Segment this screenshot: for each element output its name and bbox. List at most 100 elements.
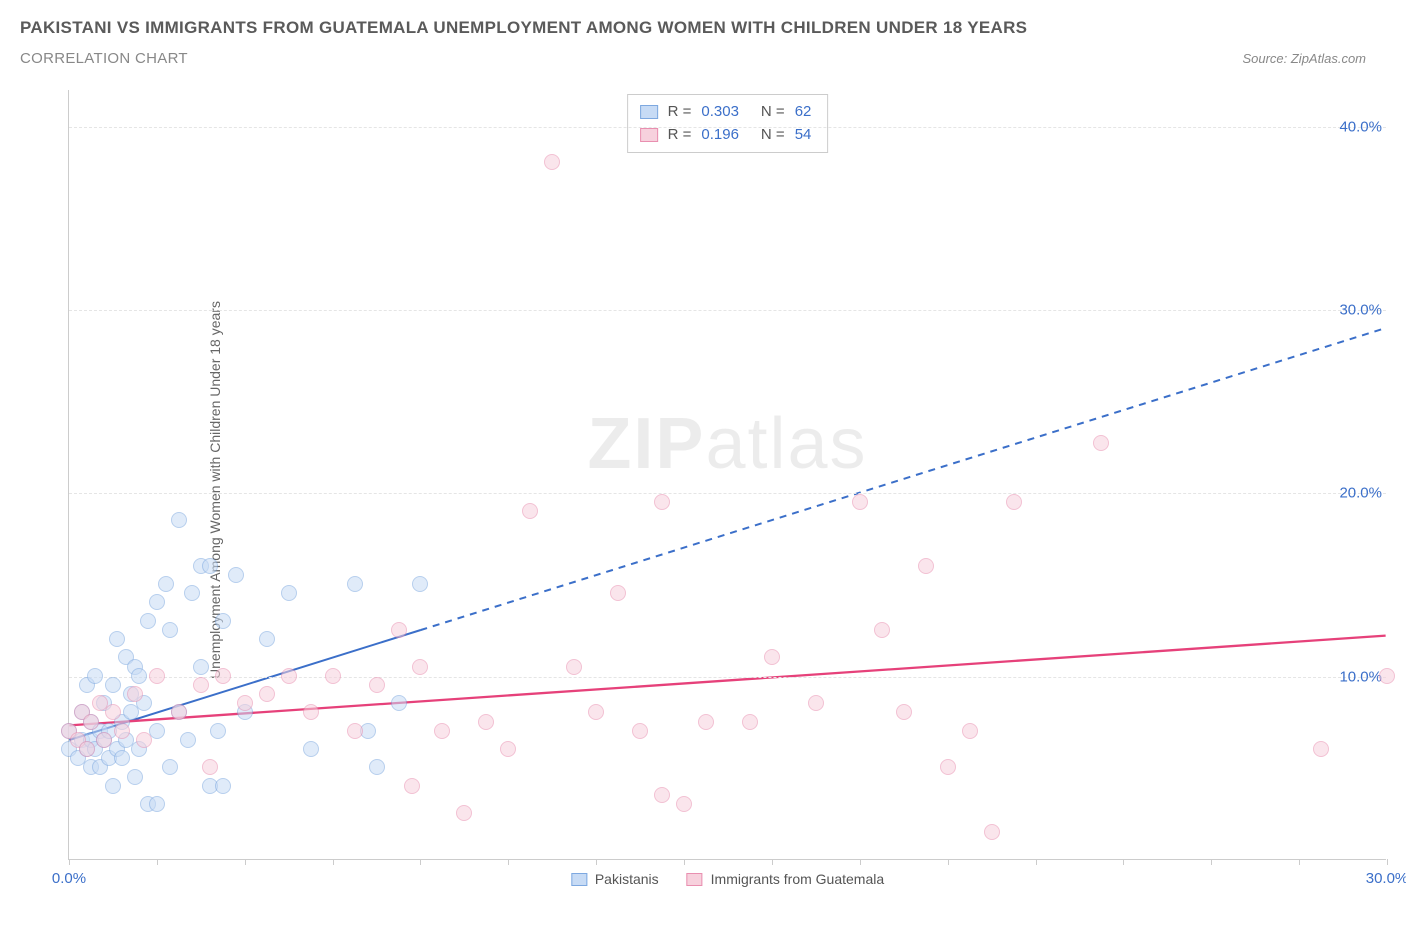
- data-point: [1379, 668, 1395, 684]
- x-tick: [1211, 859, 1212, 865]
- data-point: [83, 714, 99, 730]
- legend-label: Pakistanis: [595, 871, 659, 887]
- legend-swatch: [571, 873, 587, 886]
- data-point: [215, 668, 231, 684]
- data-point: [654, 494, 670, 510]
- data-point: [149, 594, 165, 610]
- stat-r-label: R =: [668, 101, 692, 124]
- legend-item: Immigrants from Guatemala: [687, 871, 885, 887]
- data-point: [96, 732, 112, 748]
- data-point: [202, 558, 218, 574]
- data-point: [210, 723, 226, 739]
- x-tick: [1299, 859, 1300, 865]
- stat-n-label: N =: [761, 101, 785, 124]
- x-tick: [508, 859, 509, 865]
- data-point: [114, 750, 130, 766]
- data-point: [136, 732, 152, 748]
- x-tick: [948, 859, 949, 865]
- trend-lines: [69, 90, 1386, 859]
- data-point: [404, 778, 420, 794]
- x-tick: [157, 859, 158, 865]
- data-point: [171, 704, 187, 720]
- data-point: [162, 759, 178, 775]
- data-point: [434, 723, 450, 739]
- legend-item: Pakistanis: [571, 871, 659, 887]
- data-point: [478, 714, 494, 730]
- data-point: [131, 668, 147, 684]
- data-point: [391, 622, 407, 638]
- data-point: [127, 686, 143, 702]
- data-point: [698, 714, 714, 730]
- data-point: [391, 695, 407, 711]
- scatter-plot: ZIPatlas R =0.303N =62R =0.196N =54 Paki…: [68, 90, 1386, 860]
- x-tick: [1036, 859, 1037, 865]
- x-tick-label: 0.0%: [52, 870, 86, 887]
- data-point: [149, 723, 165, 739]
- data-point: [544, 154, 560, 170]
- legend-label: Immigrants from Guatemala: [711, 871, 885, 887]
- x-tick: [684, 859, 685, 865]
- gridline: [69, 677, 1386, 678]
- trend-line-dashed: [420, 328, 1385, 630]
- data-point: [149, 668, 165, 684]
- data-point: [109, 631, 125, 647]
- data-point: [105, 677, 121, 693]
- y-tick-label: 20.0%: [1339, 485, 1382, 502]
- gridline: [69, 127, 1386, 128]
- watermark: ZIPatlas: [587, 403, 867, 485]
- data-point: [127, 769, 143, 785]
- series-legend: Pakistanis Immigrants from Guatemala: [571, 871, 884, 887]
- gridline: [69, 310, 1386, 311]
- y-tick-label: 30.0%: [1339, 302, 1382, 319]
- data-point: [105, 778, 121, 794]
- data-point: [654, 787, 670, 803]
- stat-r-value: 0.303: [701, 101, 739, 124]
- source-label: Source: ZipAtlas.com: [1242, 51, 1386, 66]
- data-point: [215, 613, 231, 629]
- data-point: [237, 695, 253, 711]
- x-tick: [1123, 859, 1124, 865]
- data-point: [281, 585, 297, 601]
- data-point: [87, 668, 103, 684]
- data-point: [193, 659, 209, 675]
- data-point: [180, 732, 196, 748]
- data-point: [984, 824, 1000, 840]
- data-point: [1093, 435, 1109, 451]
- trend-line-solid: [69, 636, 1385, 726]
- data-point: [105, 704, 121, 720]
- data-point: [162, 622, 178, 638]
- data-point: [940, 759, 956, 775]
- data-point: [259, 686, 275, 702]
- data-point: [522, 503, 538, 519]
- x-tick: [69, 859, 70, 865]
- legend-swatch: [687, 873, 703, 886]
- data-point: [202, 759, 218, 775]
- data-point: [228, 567, 244, 583]
- page-subtitle: CORRELATION CHART: [20, 50, 188, 67]
- data-point: [149, 796, 165, 812]
- data-point: [325, 668, 341, 684]
- data-point: [369, 759, 385, 775]
- x-tick: [245, 859, 246, 865]
- x-tick-label: 30.0%: [1366, 870, 1406, 887]
- data-point: [764, 649, 780, 665]
- data-point: [215, 778, 231, 794]
- data-point: [588, 704, 604, 720]
- x-tick: [420, 859, 421, 865]
- data-point: [742, 714, 758, 730]
- gridline: [69, 493, 1386, 494]
- data-point: [874, 622, 890, 638]
- data-point: [610, 585, 626, 601]
- data-point: [852, 494, 868, 510]
- data-point: [171, 512, 187, 528]
- y-tick-label: 40.0%: [1339, 118, 1382, 135]
- stat-n-value: 62: [795, 101, 812, 124]
- data-point: [281, 668, 297, 684]
- data-point: [1006, 494, 1022, 510]
- data-point: [184, 585, 200, 601]
- data-point: [412, 576, 428, 592]
- data-point: [259, 631, 275, 647]
- data-point: [412, 659, 428, 675]
- data-point: [303, 741, 319, 757]
- x-tick: [772, 859, 773, 865]
